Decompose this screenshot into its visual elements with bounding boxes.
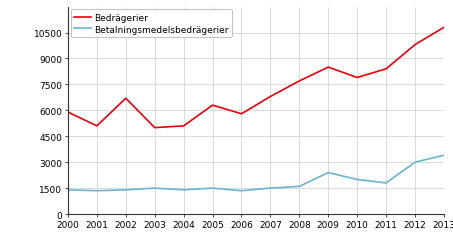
Legend: Bedrägerier, Betalningsmedelsbedrägerier: Bedrägerier, Betalningsmedelsbedrägerier (71, 10, 232, 38)
Bedrägerier (181, 125, 186, 128)
Betalningsmedelsbedrägerier (239, 190, 244, 193)
Bedrägerier (354, 77, 360, 80)
Betalningsmedelsbedrägerier (268, 187, 273, 190)
Bedrägerier (239, 113, 244, 116)
Betalningsmedelsbedrägerier (441, 154, 447, 157)
Bedrägerier (152, 127, 158, 130)
Bedrägerier (65, 111, 71, 114)
Line: Bedrägerier: Bedrägerier (68, 28, 444, 128)
Bedrägerier (441, 27, 447, 30)
Betalningsmedelsbedrägerier (412, 161, 418, 164)
Betalningsmedelsbedrägerier (326, 171, 331, 174)
Bedrägerier (123, 97, 129, 100)
Bedrägerier (94, 125, 100, 128)
Betalningsmedelsbedrägerier (94, 190, 100, 193)
Betalningsmedelsbedrägerier (354, 178, 360, 181)
Betalningsmedelsbedrägerier (210, 187, 215, 190)
Betalningsmedelsbedrägerier (181, 188, 186, 192)
Betalningsmedelsbedrägerier (152, 187, 158, 190)
Bedrägerier (326, 66, 331, 69)
Bedrägerier (268, 96, 273, 99)
Bedrägerier (210, 104, 215, 107)
Betalningsmedelsbedrägerier (297, 185, 302, 188)
Bedrägerier (297, 80, 302, 83)
Bedrägerier (412, 44, 418, 47)
Betalningsmedelsbedrägerier (123, 188, 129, 192)
Betalningsmedelsbedrägerier (383, 182, 389, 185)
Line: Betalningsmedelsbedrägerier: Betalningsmedelsbedrägerier (68, 156, 444, 191)
Betalningsmedelsbedrägerier (65, 188, 71, 192)
Bedrägerier (383, 68, 389, 71)
